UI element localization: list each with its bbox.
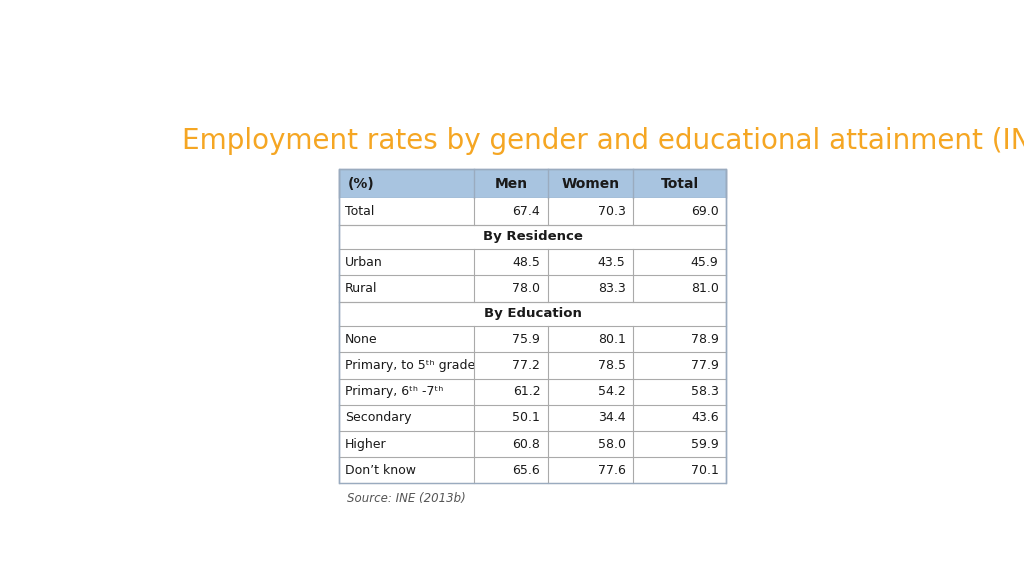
- Text: Total: Total: [660, 177, 698, 191]
- Text: 81.0: 81.0: [690, 282, 719, 295]
- Text: 70.3: 70.3: [598, 205, 626, 218]
- Text: 60.8: 60.8: [512, 438, 541, 450]
- Text: 70.1: 70.1: [690, 464, 719, 477]
- Text: 78.5: 78.5: [598, 359, 626, 372]
- Bar: [339, 275, 726, 302]
- Text: Primary, 6ᵗʰ -7ᵗʰ: Primary, 6ᵗʰ -7ᵗʰ: [345, 385, 443, 398]
- Text: Men: Men: [495, 177, 527, 191]
- Text: (%): (%): [348, 177, 375, 191]
- Text: By Residence: By Residence: [482, 230, 583, 244]
- Text: 45.9: 45.9: [691, 256, 719, 269]
- Text: Don’t know: Don’t know: [345, 464, 416, 477]
- Text: 78.9: 78.9: [690, 333, 719, 346]
- Text: 58.0: 58.0: [598, 438, 626, 450]
- Bar: [339, 405, 726, 431]
- Text: Women: Women: [561, 177, 620, 191]
- Text: 77.2: 77.2: [512, 359, 541, 372]
- Text: 54.2: 54.2: [598, 385, 626, 398]
- Bar: [339, 249, 726, 275]
- Text: 77.6: 77.6: [598, 464, 626, 477]
- Text: Higher: Higher: [345, 438, 387, 450]
- Bar: [339, 431, 726, 457]
- Text: 67.4: 67.4: [513, 205, 541, 218]
- Bar: [339, 326, 726, 353]
- Text: 59.9: 59.9: [691, 438, 719, 450]
- Text: 69.0: 69.0: [691, 205, 719, 218]
- Bar: [339, 199, 726, 225]
- Text: 80.1: 80.1: [598, 333, 626, 346]
- Bar: [339, 169, 726, 199]
- Text: 65.6: 65.6: [513, 464, 541, 477]
- Text: 34.4: 34.4: [598, 411, 626, 425]
- Text: 48.5: 48.5: [512, 256, 541, 269]
- Bar: [339, 225, 726, 249]
- Text: Urban: Urban: [345, 256, 383, 269]
- Bar: [339, 169, 726, 483]
- Text: 75.9: 75.9: [512, 333, 541, 346]
- Text: Total: Total: [345, 205, 375, 218]
- Text: 61.2: 61.2: [513, 385, 541, 398]
- Text: Source: INE (2013b): Source: INE (2013b): [346, 492, 465, 505]
- Text: 77.9: 77.9: [690, 359, 719, 372]
- Bar: [339, 378, 726, 405]
- Bar: [339, 302, 726, 326]
- Text: 78.0: 78.0: [512, 282, 541, 295]
- Text: 58.3: 58.3: [690, 385, 719, 398]
- Bar: [339, 353, 726, 378]
- Text: 43.5: 43.5: [598, 256, 626, 269]
- Bar: [339, 457, 726, 483]
- Text: By Education: By Education: [483, 308, 582, 320]
- Text: 83.3: 83.3: [598, 282, 626, 295]
- Text: 50.1: 50.1: [512, 411, 541, 425]
- Text: None: None: [345, 333, 378, 346]
- Text: 43.6: 43.6: [691, 411, 719, 425]
- Text: Rural: Rural: [345, 282, 378, 295]
- Text: Secondary: Secondary: [345, 411, 412, 425]
- Text: Employment rates by gender and educational attainment (INCAF 2012): Employment rates by gender and education…: [182, 127, 1024, 155]
- Text: Primary, to 5ᵗʰ grade: Primary, to 5ᵗʰ grade: [345, 359, 475, 372]
